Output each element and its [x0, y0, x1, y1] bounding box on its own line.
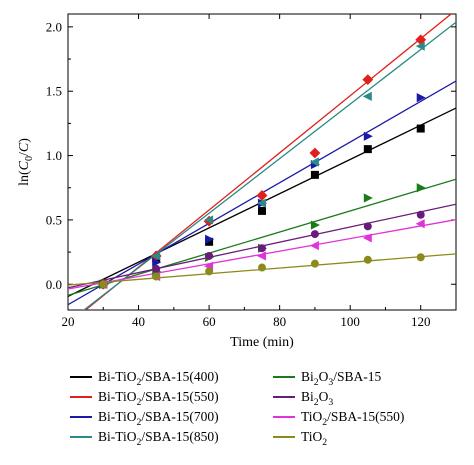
data-point	[205, 251, 214, 260]
legend-item: Bi-TiO2/SBA-15(400)	[70, 369, 219, 388]
data-point	[310, 170, 319, 179]
data-point	[309, 147, 321, 159]
data-point	[416, 210, 425, 219]
legend-item: TiO2/SBA-15(550)	[273, 409, 404, 428]
data-point	[257, 251, 266, 261]
legend-label: Bi-TiO2/SBA-15(400)	[98, 369, 219, 388]
legend-item: TiO2	[273, 429, 327, 448]
legend: Bi-TiO2/SBA-15(400)Bi-TiO2/SBA-15(550)Bi…	[70, 369, 404, 448]
data-point	[362, 91, 372, 101]
data-point	[363, 255, 372, 264]
series-points	[99, 210, 425, 289]
data-point	[256, 190, 268, 201]
data-point	[363, 145, 372, 154]
y-tick-label: 1.0	[46, 148, 62, 163]
legend-label: Bi-TiO2/SBA-15(700)	[98, 409, 219, 428]
plot-frame	[67, 13, 457, 311]
y-tick-label: 0.0	[46, 277, 62, 292]
x-tick-label: 80	[273, 314, 286, 329]
data-point	[310, 259, 319, 268]
data-point	[99, 280, 108, 289]
fit-line	[82, 21, 456, 310]
y-axis-title: ln(C0/C)	[17, 138, 35, 186]
data-point	[415, 41, 425, 51]
data-point	[363, 131, 373, 141]
data-point	[309, 157, 319, 167]
data-point	[416, 93, 426, 103]
data-point	[205, 267, 214, 276]
axes: 20 40 60 80 100 120 0.0 0.5 1.0 1.5 2.0 Time (min) l…	[17, 13, 457, 350]
legend-item: Bi-TiO2/SBA-15(700)	[70, 409, 219, 428]
data-points	[97, 34, 427, 290]
data-point	[204, 215, 214, 225]
data-point	[205, 234, 215, 244]
legend-item: Bi-TiO2/SBA-15(550)	[70, 389, 219, 408]
x-tick-label: 120	[411, 314, 431, 329]
data-point	[258, 244, 266, 253]
fit-lines	[68, 14, 456, 310]
data-point	[416, 253, 425, 262]
data-point	[257, 198, 266, 208]
data-point	[363, 193, 373, 203]
data-point	[152, 264, 161, 273]
fit-line	[68, 178, 456, 296]
x-tick-label: 100	[340, 314, 360, 329]
legend-label: Bi-TiO2/SBA-15(850)	[98, 429, 219, 448]
data-point	[151, 251, 161, 261]
y-tick-label: 2.0	[46, 19, 62, 34]
x-tick-label: 20	[62, 314, 75, 329]
legend-label: Bi-TiO2/SBA-15(550)	[98, 389, 219, 408]
x-tick-label: 60	[203, 314, 216, 329]
y-tick-label: 0.5	[46, 212, 62, 227]
legend-label: TiO2	[301, 429, 327, 448]
data-point	[415, 219, 425, 229]
data-point	[363, 222, 372, 231]
data-point	[310, 230, 319, 239]
legend-label: TiO2/SBA-15(550)	[301, 409, 404, 428]
data-point	[205, 237, 214, 246]
data-point	[416, 183, 426, 193]
data-point	[152, 272, 161, 281]
data-point	[362, 233, 372, 243]
data-point	[152, 257, 162, 267]
legend-label: Bi2O3/SBA-15	[301, 369, 381, 388]
x-tick-label: 40	[132, 314, 145, 329]
data-point	[309, 241, 319, 251]
data-point	[258, 263, 266, 272]
legend-item: Bi2O3/SBA-15	[273, 369, 381, 388]
data-point	[258, 206, 266, 215]
data-point	[416, 124, 425, 133]
x-axis-title: Time (min)	[230, 335, 294, 350]
y-tick-label: 1.5	[46, 84, 62, 99]
legend-item: Bi-TiO2/SBA-15(850)	[70, 429, 219, 448]
data-point	[310, 220, 320, 230]
legend-label: Bi2O3	[301, 389, 333, 408]
series-points	[99, 253, 425, 289]
data-point	[362, 74, 374, 86]
legend-item: Bi2O3	[273, 389, 333, 408]
